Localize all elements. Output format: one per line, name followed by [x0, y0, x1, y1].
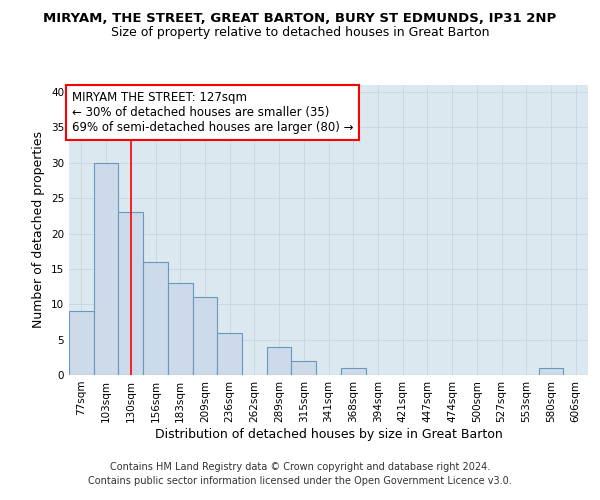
Bar [168, 283, 193, 375]
Bar [539, 368, 563, 375]
Text: MIRYAM THE STREET: 127sqm
← 30% of detached houses are smaller (35)
69% of semi-: MIRYAM THE STREET: 127sqm ← 30% of detac… [71, 91, 353, 134]
Bar [193, 297, 217, 375]
Bar [292, 361, 316, 375]
X-axis label: Distribution of detached houses by size in Great Barton: Distribution of detached houses by size … [155, 428, 502, 440]
Bar [267, 346, 292, 375]
Y-axis label: Number of detached properties: Number of detached properties [32, 132, 46, 328]
Text: Contains HM Land Registry data © Crown copyright and database right 2024.: Contains HM Land Registry data © Crown c… [110, 462, 490, 472]
Bar [341, 368, 365, 375]
Text: Size of property relative to detached houses in Great Barton: Size of property relative to detached ho… [111, 26, 489, 39]
Bar [143, 262, 168, 375]
Bar [217, 332, 242, 375]
Bar [94, 163, 118, 375]
Bar [118, 212, 143, 375]
Text: Contains public sector information licensed under the Open Government Licence v3: Contains public sector information licen… [88, 476, 512, 486]
Bar [69, 312, 94, 375]
Text: MIRYAM, THE STREET, GREAT BARTON, BURY ST EDMUNDS, IP31 2NP: MIRYAM, THE STREET, GREAT BARTON, BURY S… [43, 12, 557, 26]
